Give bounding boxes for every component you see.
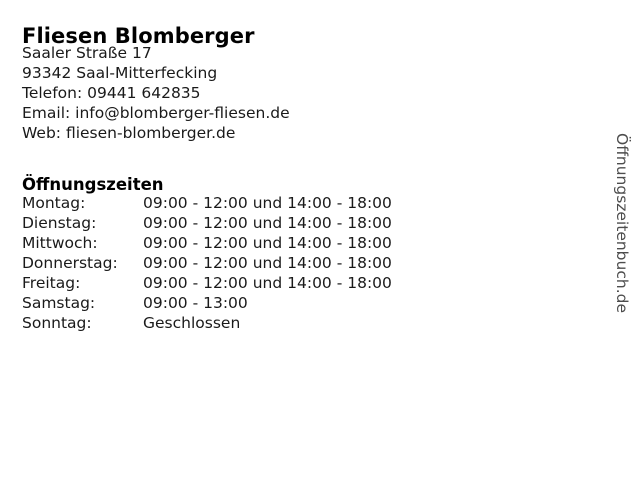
opening-hours-table: Montag: 09:00 - 12:00 und 14:00 - 18:00 … bbox=[22, 193, 392, 333]
phone-line: Telefon: 09441 642835 bbox=[22, 84, 201, 102]
contact-block: Saaler Straße 17 93342 Saal-Mitterfeckin… bbox=[22, 43, 290, 143]
day-label: Sonntag: bbox=[22, 314, 92, 332]
table-row: Freitag: 09:00 - 12:00 und 14:00 - 18:00 bbox=[22, 273, 392, 293]
page-title: Fliesen Blomberger bbox=[22, 24, 255, 49]
day-hours: 09:00 - 12:00 und 14:00 - 18:00 bbox=[143, 274, 392, 292]
table-row: Dienstag: 09:00 - 12:00 und 14:00 - 18:0… bbox=[22, 213, 392, 233]
table-row: Samstag: 09:00 - 13:00 bbox=[22, 293, 392, 313]
day-label: Montag: bbox=[22, 194, 86, 212]
day-hours: 09:00 - 12:00 und 14:00 - 18:00 bbox=[143, 194, 392, 212]
day-hours: 09:00 - 13:00 bbox=[143, 294, 248, 312]
opening-hours-heading: Öffnungszeiten bbox=[22, 174, 164, 194]
table-row: Donnerstag: 09:00 - 12:00 und 14:00 - 18… bbox=[22, 253, 392, 273]
day-hours: 09:00 - 12:00 und 14:00 - 18:00 bbox=[143, 234, 392, 252]
day-label: Samstag: bbox=[22, 294, 96, 312]
day-label: Dienstag: bbox=[22, 214, 97, 232]
day-hours: Geschlossen bbox=[143, 314, 241, 332]
day-hours: 09:00 - 12:00 und 14:00 - 18:00 bbox=[143, 214, 392, 232]
day-label: Freitag: bbox=[22, 274, 81, 292]
table-row: Mittwoch: 09:00 - 12:00 und 14:00 - 18:0… bbox=[22, 233, 392, 253]
email-line: Email: info@blomberger-fliesen.de bbox=[22, 104, 290, 122]
day-label: Mittwoch: bbox=[22, 234, 98, 252]
address-street: Saaler Straße 17 bbox=[22, 44, 152, 62]
table-row: Sonntag: Geschlossen bbox=[22, 313, 392, 333]
address-city: 93342 Saal-Mitterfecking bbox=[22, 64, 218, 82]
day-label: Donnerstag: bbox=[22, 254, 118, 272]
website-line: Web: fliesen-blomberger.de bbox=[22, 124, 236, 142]
day-hours: 09:00 - 12:00 und 14:00 - 18:00 bbox=[143, 254, 392, 272]
table-row: Montag: 09:00 - 12:00 und 14:00 - 18:00 bbox=[22, 193, 392, 213]
site-watermark: Öffnungszeitenbuch.de bbox=[613, 133, 631, 313]
